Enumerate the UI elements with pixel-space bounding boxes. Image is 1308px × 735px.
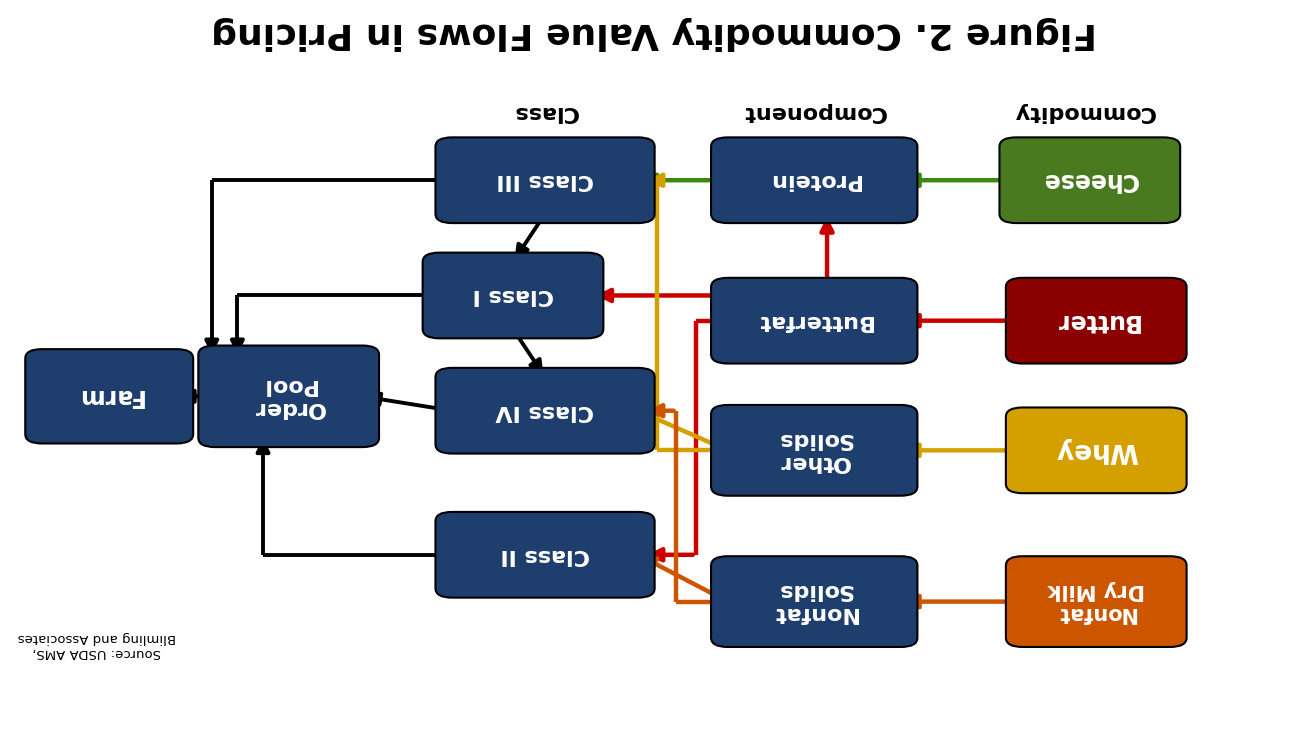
Text: Cheese: Cheese — [1041, 168, 1138, 193]
Text: Class IV: Class IV — [496, 401, 594, 420]
FancyBboxPatch shape — [999, 137, 1180, 223]
Text: Butter: Butter — [1054, 309, 1139, 333]
Text: Source: USDA AMS,
Blimling and Associates: Source: USDA AMS, Blimling and Associate… — [17, 631, 175, 659]
FancyBboxPatch shape — [25, 349, 194, 443]
FancyBboxPatch shape — [436, 512, 654, 598]
FancyBboxPatch shape — [1006, 407, 1186, 493]
Text: Farm: Farm — [76, 384, 143, 409]
FancyBboxPatch shape — [422, 253, 603, 338]
Text: Butterfat: Butterfat — [756, 311, 872, 331]
FancyBboxPatch shape — [436, 137, 654, 223]
FancyBboxPatch shape — [712, 137, 917, 223]
FancyBboxPatch shape — [712, 556, 917, 647]
Text: Commodity: Commodity — [1012, 101, 1155, 122]
Text: Class III: Class III — [496, 171, 594, 190]
Text: Component: Component — [743, 101, 886, 122]
Text: Other
Solids: Other Solids — [777, 429, 852, 472]
FancyBboxPatch shape — [1006, 556, 1186, 647]
Text: Class II: Class II — [500, 545, 590, 564]
FancyBboxPatch shape — [436, 368, 654, 453]
Text: Nonfat
Dry Milk: Nonfat Dry Milk — [1048, 580, 1144, 623]
Text: Protein: Protein — [768, 171, 861, 190]
Text: Whey: Whey — [1054, 437, 1138, 463]
Text: Order
Pool: Order Pool — [252, 375, 324, 418]
FancyBboxPatch shape — [712, 405, 917, 495]
FancyBboxPatch shape — [712, 278, 917, 364]
Text: Class: Class — [513, 101, 578, 122]
FancyBboxPatch shape — [199, 345, 379, 447]
Text: Class I: Class I — [472, 285, 553, 306]
Text: Nonfat
Solids: Nonfat Solids — [772, 580, 857, 623]
FancyBboxPatch shape — [1006, 278, 1186, 364]
Text: Figure 2. Commodity Value Flows in Pricing: Figure 2. Commodity Value Flows in Prici… — [211, 15, 1097, 49]
